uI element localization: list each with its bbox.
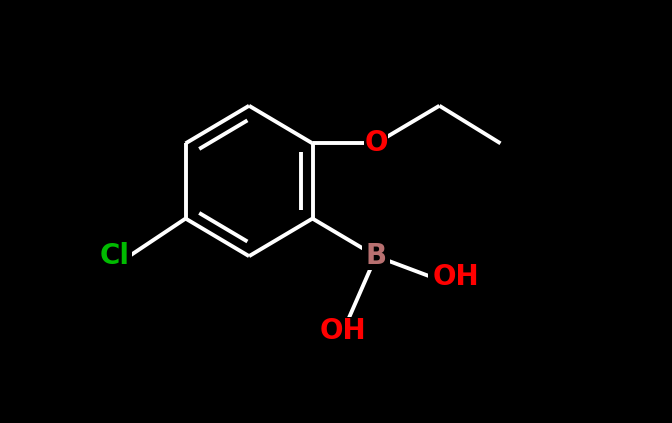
FancyBboxPatch shape (90, 242, 132, 270)
FancyBboxPatch shape (364, 129, 388, 157)
FancyBboxPatch shape (362, 242, 390, 270)
FancyBboxPatch shape (317, 317, 369, 346)
Text: Cl: Cl (99, 242, 129, 270)
Text: OH: OH (320, 317, 366, 345)
Text: B: B (366, 242, 386, 270)
Text: O: O (364, 129, 388, 157)
FancyBboxPatch shape (429, 263, 480, 291)
Text: OH: OH (432, 263, 479, 291)
